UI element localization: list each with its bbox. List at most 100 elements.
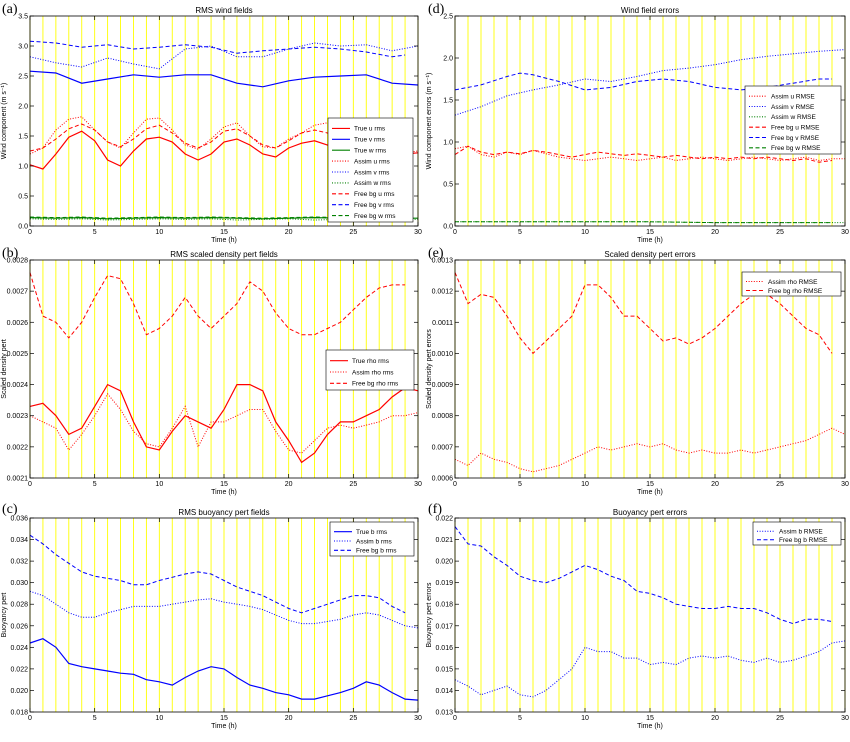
x-tick-label: 5 — [518, 715, 522, 722]
y-tick-label: 1.5 — [18, 134, 28, 141]
x-tick-label: 0 — [453, 715, 457, 722]
legend-label: Assim u RMSE — [771, 93, 815, 100]
legend-label: True w rms — [354, 148, 387, 155]
y-axis-label: Scaled density pert errors — [426, 329, 433, 409]
series-line-2 — [29, 272, 406, 339]
y-tick-label: 0.0008 — [432, 413, 454, 420]
panel-label: (f) — [428, 502, 442, 517]
x-tick-label: 0 — [453, 229, 457, 236]
x-tick-label: 25 — [349, 229, 357, 236]
x-tick-label: 0 — [28, 481, 32, 488]
y-tick-label: 0.0013 — [432, 258, 454, 265]
y-tick-label: 2.0 — [443, 56, 453, 63]
series-line-1 — [29, 70, 419, 88]
series-line-0 — [454, 640, 846, 698]
y-tick-label: 0.014 — [435, 688, 453, 695]
series-line-2 — [29, 534, 406, 614]
y-tick-label: 0.0024 — [7, 382, 29, 389]
series-line-1 — [29, 590, 419, 629]
series-line-5 — [455, 221, 832, 224]
y-tick-label: 0.0 — [18, 224, 28, 231]
legend: True u rms True v rms True w rms Assim u rm… — [327, 117, 414, 223]
x-tick-label: 0 — [28, 229, 32, 236]
series-line-1 — [454, 526, 833, 625]
legend-label: Assim v RMSE — [771, 104, 815, 111]
y-tick-label: 0.021 — [435, 537, 453, 544]
y-axis-label: Wind component (m s⁻¹) — [1, 83, 8, 159]
x-tick-label: 20 — [711, 715, 719, 722]
x-axis-label: Time (h) — [637, 723, 663, 730]
x-axis-label: Time (h) — [637, 237, 663, 244]
y-tick-label: 0.034 — [10, 537, 28, 544]
x-tick-label: 5 — [518, 481, 522, 488]
x-tick-label: 15 — [646, 229, 654, 236]
legend-label: Free bg rho RMSE — [768, 288, 823, 295]
x-tick-label: 30 — [841, 715, 849, 722]
x-tick-label: 0 — [28, 715, 32, 722]
x-tick-label: 10 — [155, 229, 163, 236]
legend-label: Free bg w rms — [354, 213, 396, 220]
x-tick-label: 25 — [776, 229, 784, 236]
y-tick-label: 0.026 — [10, 623, 28, 630]
y-tick-label: 0.015 — [435, 666, 453, 673]
legend: Assim u RMSE Assim v RMSE Assim w RMSE Free… — [744, 85, 842, 155]
y-axis-label: Buoyancy pert — [1, 593, 8, 638]
series-line-1 — [454, 272, 833, 355]
series-line-7 — [29, 40, 406, 58]
series-line-0 — [29, 383, 419, 464]
y-tick-label: 0.0025 — [7, 351, 29, 358]
x-tick-label: 15 — [646, 715, 654, 722]
legend-label: Free bg b rms — [356, 548, 397, 555]
y-tick-label: 0.020 — [10, 688, 28, 695]
x-axis-label: Time (h) — [211, 489, 237, 496]
y-tick-label: 0.028 — [10, 602, 28, 609]
x-tick-label: 5 — [93, 481, 97, 488]
legend-label: True v rms — [354, 137, 386, 144]
series-line-1 — [29, 393, 419, 454]
y-tick-label: 0.0028 — [7, 258, 29, 265]
x-tick-label: 25 — [349, 481, 357, 488]
chart-panel-0: (a) RMS wind fields 0 5 10 15 20 25 30 0.0 0.5 1.0 1… — [1, 2, 422, 244]
x-tick-label: 10 — [581, 229, 589, 236]
x-tick-label: 30 — [841, 229, 849, 236]
chart-panel-4: (c) RMS buoyancy pert fields 0 5 10 15 20 25 30 0… — [1, 502, 422, 730]
y-tick-label: 1.0 — [443, 140, 453, 147]
chart-title: Wind field errors — [621, 6, 679, 15]
legend-label: Assim v rms — [354, 169, 390, 176]
x-tick-label: 20 — [285, 229, 293, 236]
x-tick-label: 15 — [220, 229, 228, 236]
y-tick-label: 0.020 — [435, 559, 453, 566]
y-tick-label: 0.019 — [435, 580, 453, 587]
legend-box — [325, 349, 415, 391]
x-tick-label: 20 — [285, 481, 293, 488]
legend-label: Free bg w RMSE — [771, 145, 821, 152]
legend-label: True b rms — [356, 529, 388, 536]
y-tick-label: 0.013 — [435, 710, 453, 717]
x-tick-label: 30 — [414, 229, 422, 236]
legend-box — [741, 271, 842, 297]
y-tick-label: 0.032 — [10, 559, 28, 566]
x-axis-label: Time (h) — [211, 723, 237, 730]
y-tick-label: 0.030 — [10, 580, 28, 587]
y-tick-label: 0.0 — [443, 224, 453, 231]
y-tick-label: 1.0 — [18, 164, 28, 171]
series-line-6 — [29, 123, 406, 152]
y-tick-label: 0.022 — [435, 516, 453, 523]
y-tick-label: 0.0012 — [432, 289, 454, 296]
y-tick-label: 0.0006 — [432, 476, 454, 483]
x-tick-label: 30 — [414, 481, 422, 488]
series-line-0 — [29, 638, 419, 701]
x-tick-label: 0 — [453, 481, 457, 488]
legend-label: Assim rho rms — [352, 369, 394, 376]
y-tick-label: 2.5 — [443, 14, 453, 21]
chart-panel-2: (b) RMS scaled density pert fields 0 5 10 15 2… — [1, 246, 422, 496]
x-tick-label: 25 — [776, 715, 784, 722]
x-tick-label: 25 — [349, 715, 357, 722]
x-tick-label: 10 — [155, 481, 163, 488]
panel-label: (e) — [428, 246, 444, 261]
y-tick-label: 0.0007 — [432, 444, 454, 451]
y-tick-label: 0.0010 — [432, 351, 454, 358]
x-tick-label: 20 — [285, 715, 293, 722]
legend-label: True rho rms — [352, 358, 390, 365]
